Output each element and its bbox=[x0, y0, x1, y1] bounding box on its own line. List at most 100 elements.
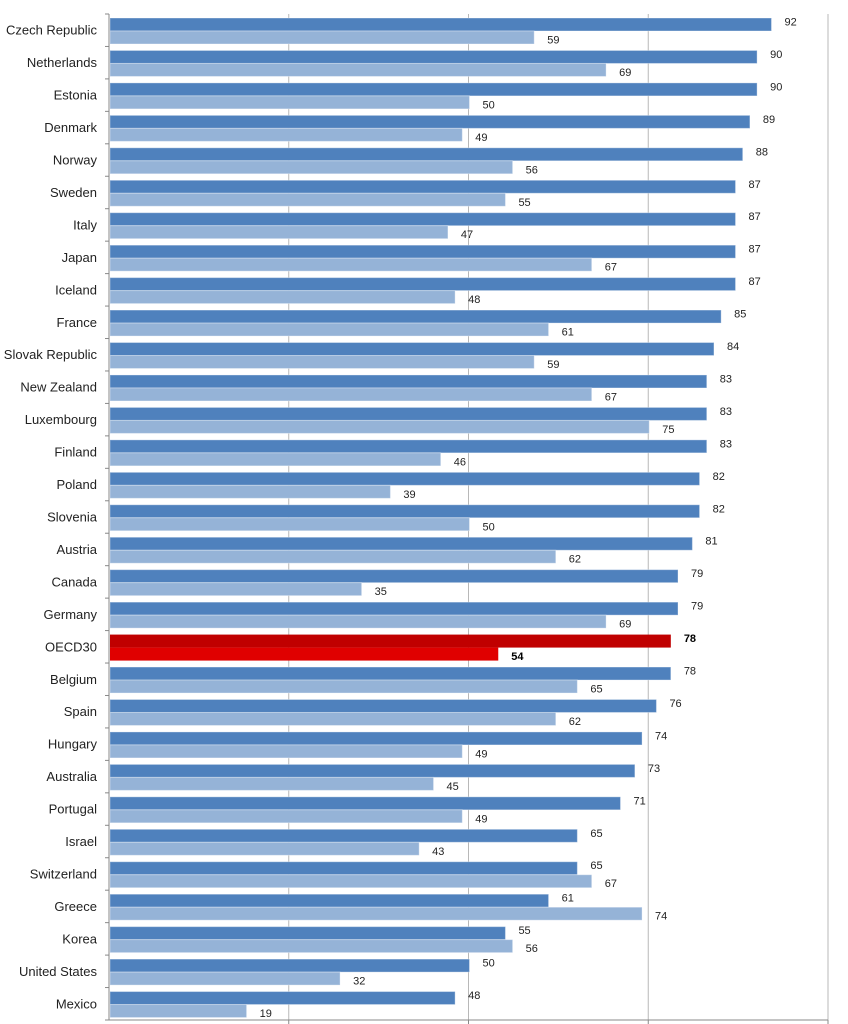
bar-series-2 bbox=[109, 906, 643, 921]
category-label: Germany bbox=[44, 607, 98, 622]
bar-series-2 bbox=[109, 679, 578, 694]
value-label: 54 bbox=[511, 651, 524, 663]
category-label: Estonia bbox=[54, 88, 98, 103]
bar-series-2 bbox=[109, 939, 514, 954]
bar-series-2 bbox=[109, 549, 557, 564]
category-label: Finland bbox=[54, 445, 97, 460]
bar-series-1 bbox=[109, 828, 578, 843]
category-label: New Zealand bbox=[20, 380, 97, 395]
bar-series-1 bbox=[109, 666, 672, 681]
value-label: 83 bbox=[720, 373, 732, 385]
bar-series-2 bbox=[109, 874, 593, 889]
bar-series-2 bbox=[109, 1004, 248, 1019]
bar-series-1 bbox=[109, 569, 679, 584]
value-label: 74 bbox=[655, 911, 667, 923]
category-label: Portugal bbox=[49, 802, 98, 817]
value-label: 78 bbox=[684, 633, 696, 645]
value-label: 92 bbox=[784, 17, 796, 29]
bar-series-2 bbox=[109, 62, 607, 77]
bar-series-1 bbox=[109, 82, 758, 97]
bar-series-1 bbox=[109, 244, 737, 259]
category-label: France bbox=[57, 315, 97, 330]
category-label: Hungary bbox=[48, 737, 98, 752]
value-label: 69 bbox=[619, 67, 631, 79]
bar-series-1 bbox=[109, 406, 708, 421]
value-label: 62 bbox=[569, 716, 581, 728]
value-label: 19 bbox=[260, 1008, 272, 1020]
bar-series-1 bbox=[109, 991, 456, 1006]
bar-series-1 bbox=[109, 601, 679, 616]
bar-series-2 bbox=[109, 484, 391, 499]
category-label: Norway bbox=[53, 153, 98, 168]
value-label: 35 bbox=[375, 586, 387, 598]
bar-series-2 bbox=[109, 355, 535, 370]
value-label: 61 bbox=[562, 327, 574, 339]
category-label: Netherlands bbox=[27, 55, 98, 70]
value-label: 75 bbox=[662, 424, 674, 436]
value-label: 76 bbox=[669, 698, 681, 710]
value-label: 83 bbox=[720, 406, 732, 418]
bar-series-1 bbox=[110, 634, 671, 648]
value-label: 67 bbox=[605, 391, 617, 403]
bar-series-2 bbox=[109, 225, 449, 240]
value-label: 49 bbox=[475, 813, 487, 825]
category-labels: Czech Republic Netherlands Estonia Denmark N… bbox=[4, 23, 98, 1012]
value-label: 78 bbox=[684, 666, 696, 678]
category-label: Israel bbox=[65, 834, 97, 849]
bar-series-1 bbox=[109, 861, 578, 876]
bar-series-2 bbox=[109, 290, 456, 305]
category-label: Belgium bbox=[50, 672, 97, 687]
bar-series-1 bbox=[109, 342, 715, 357]
bar-series-2 bbox=[109, 517, 470, 532]
value-label: 45 bbox=[447, 781, 459, 793]
value-label: 43 bbox=[432, 846, 444, 858]
bar-series-2 bbox=[109, 419, 650, 434]
axes bbox=[105, 13, 829, 1024]
value-label: 90 bbox=[770, 81, 782, 93]
value-label: 56 bbox=[526, 164, 538, 176]
value-label: 82 bbox=[713, 503, 725, 515]
bar-series-2 bbox=[109, 971, 341, 986]
value-label: 88 bbox=[756, 146, 768, 158]
value-label: 48 bbox=[468, 990, 480, 1002]
value-label: 71 bbox=[633, 795, 645, 807]
value-label: 50 bbox=[483, 958, 495, 970]
value-label: 89 bbox=[763, 114, 775, 126]
value-label: 50 bbox=[483, 99, 495, 111]
bar-series-2 bbox=[109, 744, 463, 759]
value-label: 87 bbox=[749, 276, 761, 288]
bar-series-1 bbox=[109, 17, 772, 32]
category-label: Italy bbox=[73, 217, 97, 232]
value-label: 46 bbox=[454, 456, 466, 468]
value-label: 65 bbox=[590, 828, 602, 840]
value-label: 56 bbox=[526, 943, 538, 955]
bar-series-1 bbox=[109, 374, 708, 389]
bar-series-1 bbox=[109, 763, 636, 778]
category-label: Australia bbox=[46, 769, 97, 784]
category-label: OECD30 bbox=[45, 639, 97, 654]
bar-series-1 bbox=[109, 471, 701, 486]
value-label: 59 bbox=[547, 359, 559, 371]
bar-series-2 bbox=[109, 387, 593, 402]
category-label: Canada bbox=[51, 574, 97, 589]
bar-series-1 bbox=[109, 49, 758, 64]
bar-series-1 bbox=[109, 212, 737, 227]
value-labels: 92 59 90 69 90 50 89 49 88 56 87 55 87 47 87 67 87 48 85 61… bbox=[260, 17, 797, 1021]
value-label: 55 bbox=[518, 197, 530, 209]
category-label: Mexico bbox=[56, 996, 97, 1011]
value-label: 39 bbox=[403, 489, 415, 501]
bar-series-2 bbox=[109, 95, 470, 110]
bar-series-2 bbox=[109, 841, 420, 856]
bar-series-1 bbox=[109, 277, 737, 292]
bar-series-1 bbox=[109, 536, 693, 551]
category-label: Czech Republic bbox=[6, 23, 98, 38]
bar-series-2 bbox=[109, 809, 463, 824]
bar-series-1 bbox=[109, 926, 506, 941]
value-label: 65 bbox=[590, 684, 602, 696]
bar-series-1 bbox=[109, 893, 550, 908]
value-label: 67 bbox=[605, 878, 617, 890]
bar-series-2 bbox=[109, 582, 363, 597]
value-label: 49 bbox=[475, 132, 487, 144]
category-label: Austria bbox=[57, 542, 98, 557]
value-label: 67 bbox=[605, 262, 617, 274]
